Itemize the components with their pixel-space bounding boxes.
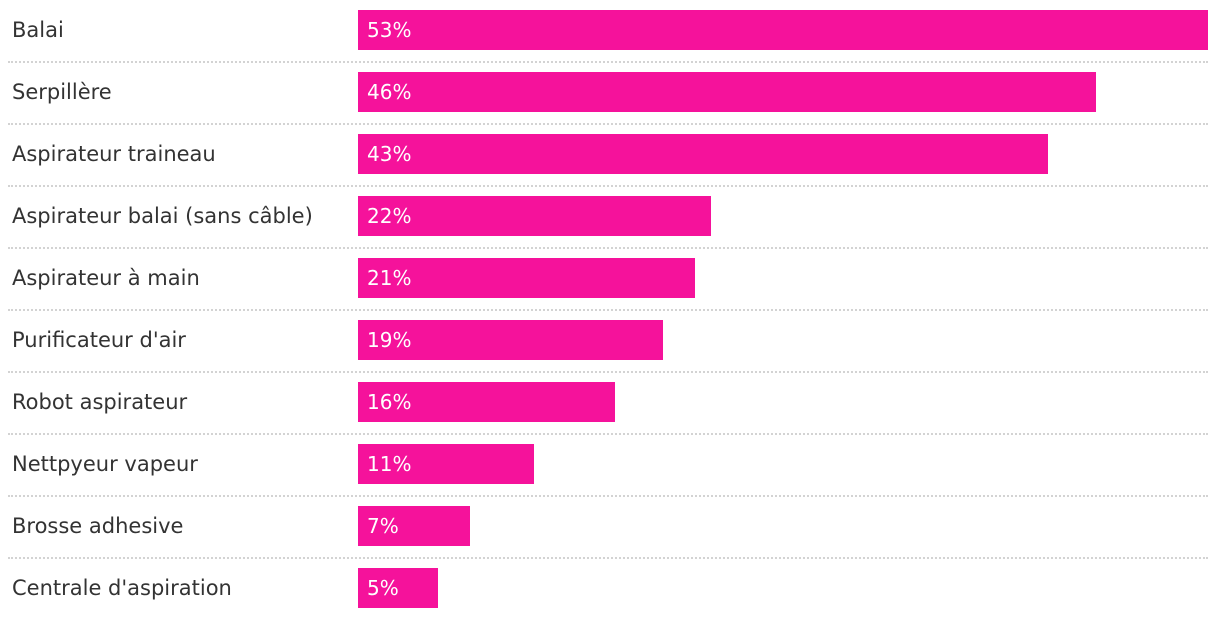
bar-value-label: 7%	[367, 514, 399, 538]
bar: 46%	[358, 72, 1096, 112]
bar-value-label: 5%	[367, 576, 399, 600]
bar-value-label: 16%	[367, 390, 412, 414]
chart-row: Robot aspirateur 16%	[0, 382, 1220, 444]
chart-row: Aspirateur balai (sans câble) 22%	[0, 196, 1220, 258]
row-divider	[8, 123, 1208, 125]
category-label: Brosse adhesive	[12, 514, 184, 538]
category-label: Aspirateur traineau	[12, 142, 216, 166]
category-label: Aspirateur à main	[12, 266, 200, 290]
chart-row: Centrale d'aspiration 5%	[0, 568, 1220, 630]
bar: 21%	[358, 258, 695, 298]
bar-value-label: 19%	[367, 328, 412, 352]
bar-value-label: 22%	[367, 204, 412, 228]
bar-value-label: 21%	[367, 266, 412, 290]
chart-row: Serpillère 46%	[0, 72, 1220, 134]
bar: 19%	[358, 320, 663, 360]
chart-row: Balai 53%	[0, 10, 1220, 72]
category-label: Nettpyeur vapeur	[12, 452, 198, 476]
bar: 43%	[358, 134, 1048, 174]
row-divider	[8, 557, 1208, 559]
row-divider	[8, 495, 1208, 497]
category-label: Robot aspirateur	[12, 390, 188, 414]
bar: 7%	[358, 506, 470, 546]
bar-value-label: 43%	[367, 142, 412, 166]
bar: 5%	[358, 568, 438, 608]
bar-value-label: 53%	[367, 18, 412, 42]
bar: 16%	[358, 382, 615, 422]
category-label: Serpillère	[12, 80, 112, 104]
bar-value-label: 46%	[367, 80, 412, 104]
row-divider	[8, 309, 1208, 311]
row-divider	[8, 371, 1208, 373]
category-label: Centrale d'aspiration	[12, 576, 232, 600]
chart-row: Aspirateur traineau 43%	[0, 134, 1220, 196]
category-label: Purificateur d'air	[12, 328, 186, 352]
category-label: Aspirateur balai (sans câble)	[12, 204, 313, 228]
bar: 11%	[358, 444, 534, 484]
chart-row: Aspirateur à main 21%	[0, 258, 1220, 320]
chart-row: Brosse adhesive 7%	[0, 506, 1220, 568]
bar-value-label: 11%	[367, 452, 412, 476]
row-divider	[8, 433, 1208, 435]
row-divider	[8, 247, 1208, 249]
chart-row: Nettpyeur vapeur 11%	[0, 444, 1220, 506]
bar: 22%	[358, 196, 711, 236]
chart-row: Purificateur d'air 19%	[0, 320, 1220, 382]
row-divider	[8, 61, 1208, 63]
bar: 53%	[358, 10, 1208, 50]
row-divider	[8, 185, 1208, 187]
category-label: Balai	[12, 18, 64, 42]
